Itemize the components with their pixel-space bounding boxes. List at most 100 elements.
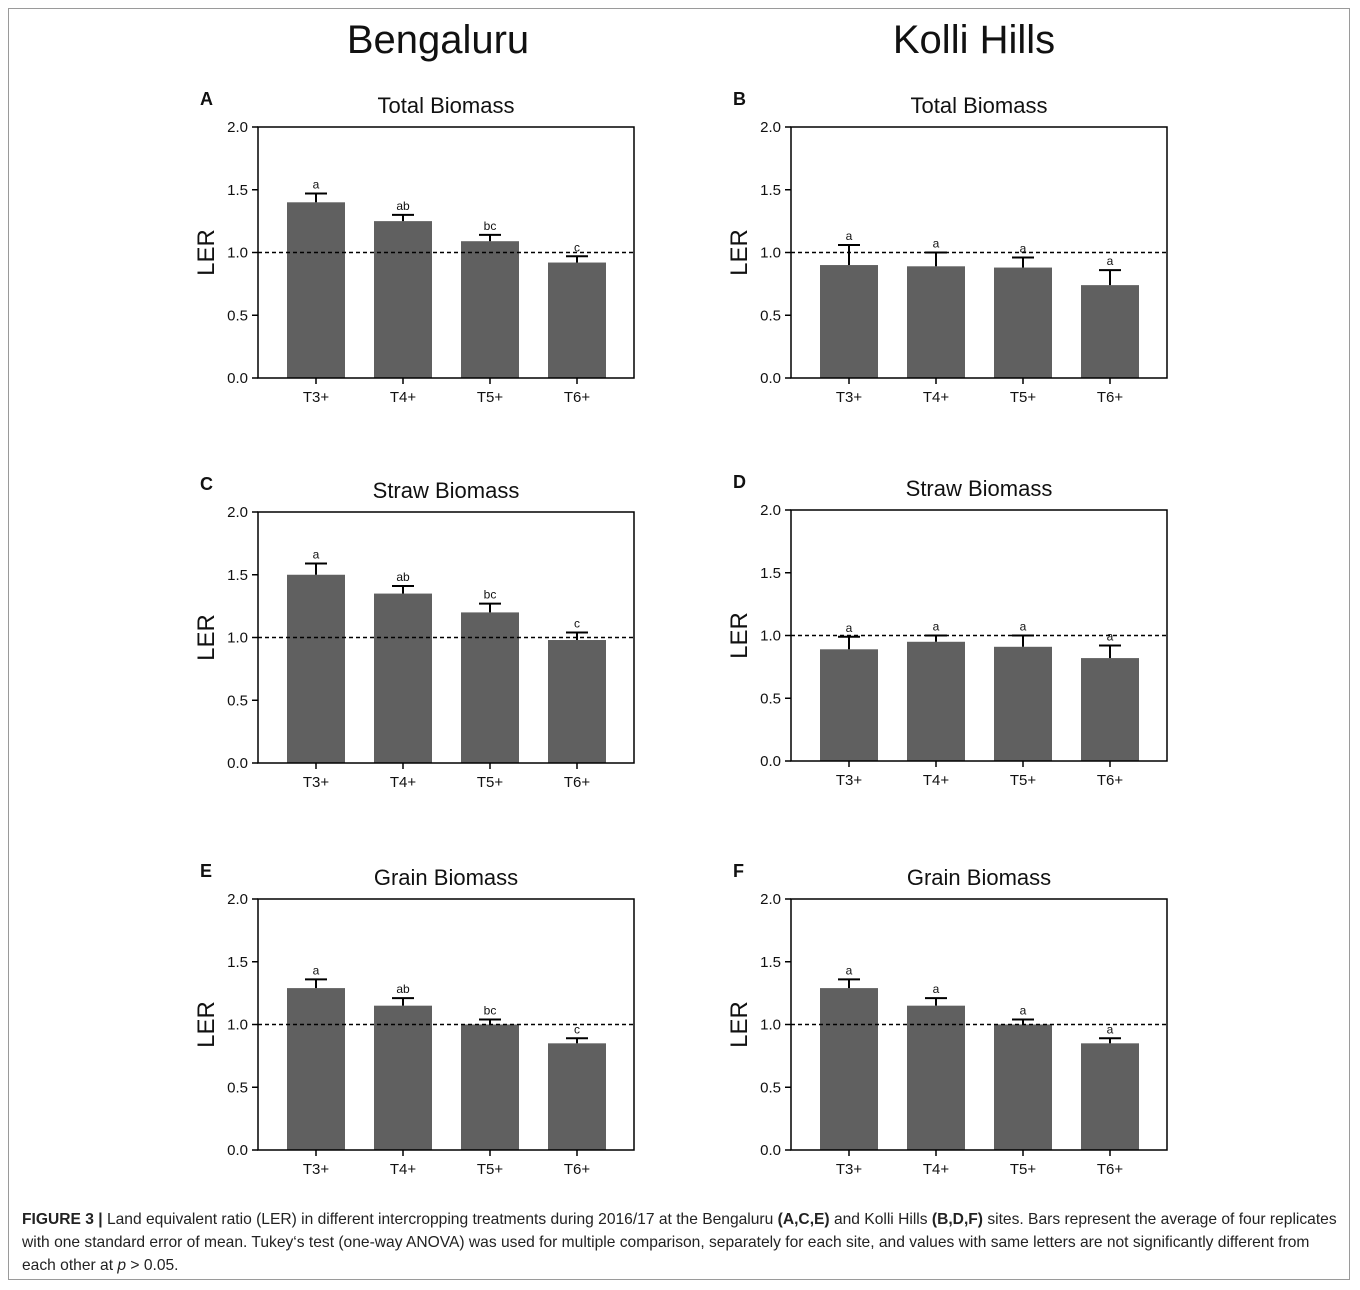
panel-f-letter-0: a <box>846 963 853 977</box>
panel-e-label: E <box>200 861 212 881</box>
panel-b-ytick-label-0: 0.0 <box>760 370 781 387</box>
panel-f-bar-0 <box>820 988 878 1150</box>
panel-c-bar-2 <box>461 612 519 763</box>
panel-c-bar-1 <box>374 593 432 763</box>
panel-c-ytick-label-2: 1.0 <box>227 630 248 647</box>
panel-b-letter-2: a <box>1020 242 1027 256</box>
caption-refs-bengaluru: (A,C,E) <box>777 1211 830 1228</box>
panel-d-xtick-label-1: T4+ <box>923 772 950 789</box>
figure-panels: A Total Biomass LER a T3+ ab T4+ bc T5+ c T6+ 0.0 0.… <box>193 89 1168 1178</box>
panel-e-ytick-label-1: 0.5 <box>227 1079 248 1096</box>
panel-a-bar-1 <box>374 221 432 378</box>
panel-d-letter-2: a <box>1020 620 1027 634</box>
panel-b-letter-0: a <box>846 229 853 243</box>
panel-d-bar-2 <box>994 646 1052 761</box>
panel-c-letter-0: a <box>313 547 320 561</box>
panel-e-xtick-label-1: T4+ <box>390 1161 417 1178</box>
panel-d-xtick-label-3: T6+ <box>1097 772 1124 789</box>
figure-frame <box>8 8 1350 1280</box>
panel-b-bar-3 <box>1081 285 1139 378</box>
panel-d-ytick-label-2: 1.0 <box>760 628 781 645</box>
panel-e-ylabel: LER <box>193 1001 220 1048</box>
caption-p-variable: p <box>117 1257 127 1274</box>
caption-refs-kolli-hills: (B,D,F) <box>931 1211 983 1228</box>
panel-f-bar-1 <box>907 1005 965 1150</box>
panel-e-letter-3: c <box>574 1022 580 1036</box>
panel-f-xtick-label-2: T5+ <box>1010 1161 1037 1178</box>
panel-c-ytick-label-0: 0.0 <box>227 755 248 772</box>
caption-text-3: sites. Bars represent the average of fou… <box>22 1211 1337 1274</box>
panel-c-letter-1: ab <box>396 570 410 584</box>
panel-b-xtick-label-0: T3+ <box>836 389 863 406</box>
panel-c-letter-2: bc <box>484 588 497 602</box>
panel-a-xtick-label-3: T6+ <box>564 389 591 406</box>
panel-c-xtick-label-0: T3+ <box>303 774 330 791</box>
caption-text-4: > 0.05. <box>126 1257 179 1274</box>
panel-b-ytick-label-1: 0.5 <box>760 307 781 324</box>
panel-e-xtick-label-2: T5+ <box>477 1161 504 1178</box>
panel-f-ytick-label-1: 0.5 <box>760 1079 781 1096</box>
panel-a-label: A <box>200 89 213 109</box>
panel-b-letter-1: a <box>933 237 940 251</box>
panel-f-bar-3 <box>1081 1043 1139 1150</box>
panel-a-ytick-label-0: 0.0 <box>227 370 248 387</box>
panel-d-ytick-label-0: 0.0 <box>760 753 781 770</box>
panel-a-xtick-label-1: T4+ <box>390 389 417 406</box>
panel-a-ytick-label-2: 1.0 <box>227 245 248 262</box>
panel-f-ytick-label-2: 1.0 <box>760 1017 781 1034</box>
panel-c-letter-3: c <box>574 616 580 630</box>
panel-f-ytick-label-0: 0.0 <box>760 1142 781 1159</box>
panel-f-title: Grain Biomass <box>907 865 1051 890</box>
panel-d-ytick-label-3: 1.5 <box>760 565 781 582</box>
panel-e-bar-0 <box>287 988 345 1150</box>
panel-e-ytick-label-0: 0.0 <box>227 1142 248 1159</box>
panel-c-xtick-label-1: T4+ <box>390 774 417 791</box>
panel-d-bar-1 <box>907 641 965 761</box>
panel-b-label: B <box>733 89 746 109</box>
caption-text-2: and Kolli Hills <box>829 1211 932 1228</box>
panel-e-ytick-label-2: 1.0 <box>227 1017 248 1034</box>
panel-d-bar-3 <box>1081 658 1139 761</box>
panel-b-ylabel: LER <box>726 229 753 276</box>
panel-c-ytick-label-4: 2.0 <box>227 504 248 521</box>
panel-a-ytick-label-4: 2.0 <box>227 119 248 136</box>
panel-d-title: Straw Biomass <box>906 476 1053 501</box>
panel-b-xtick-label-3: T6+ <box>1097 389 1124 406</box>
panel-e-xtick-label-0: T3+ <box>303 1161 330 1178</box>
panel-d-xtick-label-2: T5+ <box>1010 772 1037 789</box>
panel-a-bar-2 <box>461 241 519 378</box>
panel-a-xtick-label-2: T5+ <box>477 389 504 406</box>
panel-e-letter-2: bc <box>484 1003 497 1017</box>
column-title-kolli-hills: Kolli Hills <box>892 18 1056 62</box>
panel-d-letter-0: a <box>846 621 853 635</box>
panel-b-letter-3: a <box>1107 254 1114 268</box>
caption-text-1: Land equivalent ratio (LER) in different… <box>102 1211 778 1228</box>
panel-a-title: Total Biomass <box>378 93 515 118</box>
panel-f-letter-2: a <box>1020 1003 1027 1017</box>
panel-a-ytick-label-3: 1.5 <box>227 182 248 199</box>
panel-b-bar-1 <box>907 266 965 378</box>
panel-b-ytick-label-4: 2.0 <box>760 119 781 136</box>
panel-c-bar-3 <box>548 640 606 763</box>
panel-e-xtick-label-3: T6+ <box>564 1161 591 1178</box>
panel-f-xtick-label-1: T4+ <box>923 1161 950 1178</box>
panel-d-bar-0 <box>820 649 878 761</box>
panel-d-letter-3: a <box>1107 630 1114 644</box>
caption-figure-label: FIGURE 3 | <box>22 1211 103 1228</box>
panel-f-bar-2 <box>994 1024 1052 1150</box>
panel-f-ytick-label-3: 1.5 <box>760 954 781 971</box>
panel-c-xtick-label-3: T6+ <box>564 774 591 791</box>
panel-c-title: Straw Biomass <box>373 478 520 503</box>
panel-b-xtick-label-2: T5+ <box>1010 389 1037 406</box>
panel-d-ytick-label-4: 2.0 <box>760 502 781 519</box>
panel-c-ylabel: LER <box>193 614 220 661</box>
column-title-bengaluru: Bengaluru <box>346 18 530 62</box>
panel-b-bar-0 <box>820 265 878 378</box>
panel-d-ylabel: LER <box>726 612 753 659</box>
figure-caption: FIGURE 3 | Land equivalent ratio (LER) i… <box>22 1208 1340 1277</box>
panel-b-bar-2 <box>994 267 1052 378</box>
panel-f-xtick-label-3: T6+ <box>1097 1161 1124 1178</box>
panel-e-title: Grain Biomass <box>374 865 518 890</box>
panel-c-label: C <box>200 474 213 494</box>
panel-d-label: D <box>733 472 746 492</box>
